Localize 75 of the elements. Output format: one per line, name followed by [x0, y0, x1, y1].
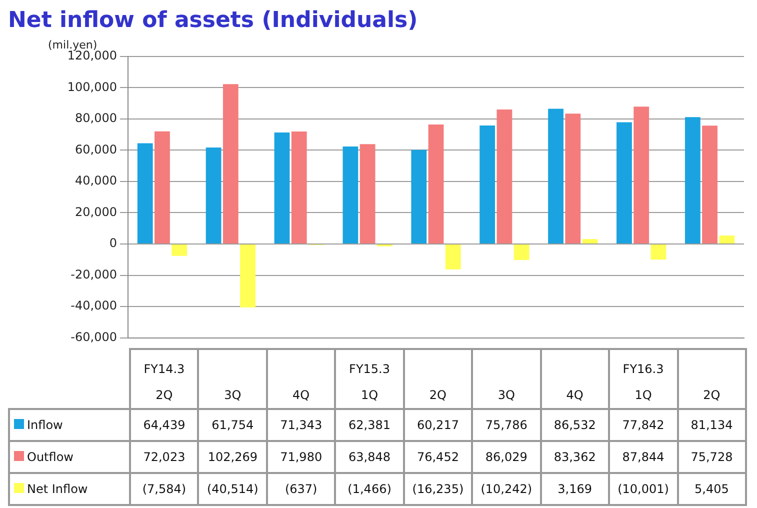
bar — [582, 239, 598, 244]
bar — [172, 244, 188, 256]
data-label: (637) — [266, 473, 336, 505]
bar — [496, 110, 512, 244]
bar — [240, 244, 256, 308]
data-label: 64,439 — [130, 409, 198, 441]
bar — [565, 114, 581, 244]
bar — [360, 144, 376, 244]
data-label: 60,217 — [404, 409, 472, 441]
y-tick-label: -20,000 — [70, 267, 117, 282]
bar — [274, 132, 290, 244]
bar — [702, 126, 718, 244]
data-label: 5,405 — [678, 473, 746, 505]
data-label: 87,844 — [609, 441, 678, 473]
bar — [154, 131, 170, 244]
data-label: (7,584) — [130, 473, 198, 505]
data-label: 61,754 — [198, 409, 267, 441]
bar — [684, 117, 700, 244]
bar — [222, 84, 238, 244]
data-label: 75,786 — [472, 409, 541, 441]
x-tick-label: FY15.3 1Q — [335, 349, 404, 409]
x-tick-label: 4Q — [540, 349, 610, 409]
x-tick-label: 2Q — [678, 349, 746, 409]
x-tick-label: 2Q — [404, 349, 472, 409]
bar — [428, 124, 444, 244]
bar — [411, 150, 427, 244]
data-label: 77,842 — [609, 409, 678, 441]
bar — [206, 147, 222, 244]
y-tick-label: 80,000 — [75, 111, 117, 126]
bar — [445, 244, 461, 270]
chart-title: Net inflow of assets (Individuals) — [8, 8, 418, 33]
data-label: (10,242) — [472, 473, 541, 505]
data-label: 71,980 — [266, 441, 336, 473]
y-tick-label: -40,000 — [70, 298, 117, 313]
x-tick-label: 3Q — [198, 349, 267, 409]
bar — [616, 122, 632, 244]
legend-label: Inflow — [9, 409, 130, 441]
bar — [291, 131, 307, 244]
data-label: 86,029 — [472, 441, 541, 473]
data-label: 71,343 — [266, 409, 336, 441]
legend-label: Outflow — [9, 441, 130, 473]
y-tick-label: 100,000 — [67, 80, 117, 94]
data-label: (16,235) — [404, 473, 472, 505]
bar — [342, 146, 358, 244]
y-tick-label: 0 — [109, 236, 117, 250]
data-label: 75,728 — [678, 441, 746, 473]
x-tick-label: 4Q — [266, 349, 336, 409]
data-label: 3,169 — [540, 473, 610, 505]
data-label: (10,001) — [609, 473, 678, 505]
y-tick-label: 60,000 — [75, 142, 117, 156]
bar — [137, 143, 153, 244]
bar — [548, 108, 564, 244]
bar — [514, 244, 530, 260]
legend-label: Net Inflow — [9, 473, 130, 505]
y-axis-title: (mil.yen) — [48, 38, 98, 52]
y-tick-label: 20,000 — [75, 204, 117, 219]
x-tick-label: FY14.3 2Q — [130, 349, 198, 409]
data-label: 81,134 — [678, 409, 746, 441]
data-label: 63,848 — [335, 441, 404, 473]
bar — [480, 126, 496, 244]
data-label: 102,269 — [198, 441, 267, 473]
bar — [634, 106, 650, 244]
bar — [650, 244, 666, 260]
data-label: 76,452 — [404, 441, 472, 473]
data-label: 72,023 — [130, 441, 198, 473]
bar — [719, 236, 735, 244]
data-label: (40,514) — [198, 473, 267, 505]
y-tick-label: 40,000 — [75, 174, 117, 188]
data-label: (1,466) — [335, 473, 404, 505]
data-label: 86,532 — [540, 409, 610, 441]
data-label: 62,381 — [335, 409, 404, 441]
y-tick-label: -60,000 — [70, 330, 117, 344]
data-label: 83,362 — [540, 441, 610, 473]
x-tick-label: 3Q — [472, 349, 541, 409]
x-tick-label: FY16.3 1Q — [609, 349, 678, 409]
